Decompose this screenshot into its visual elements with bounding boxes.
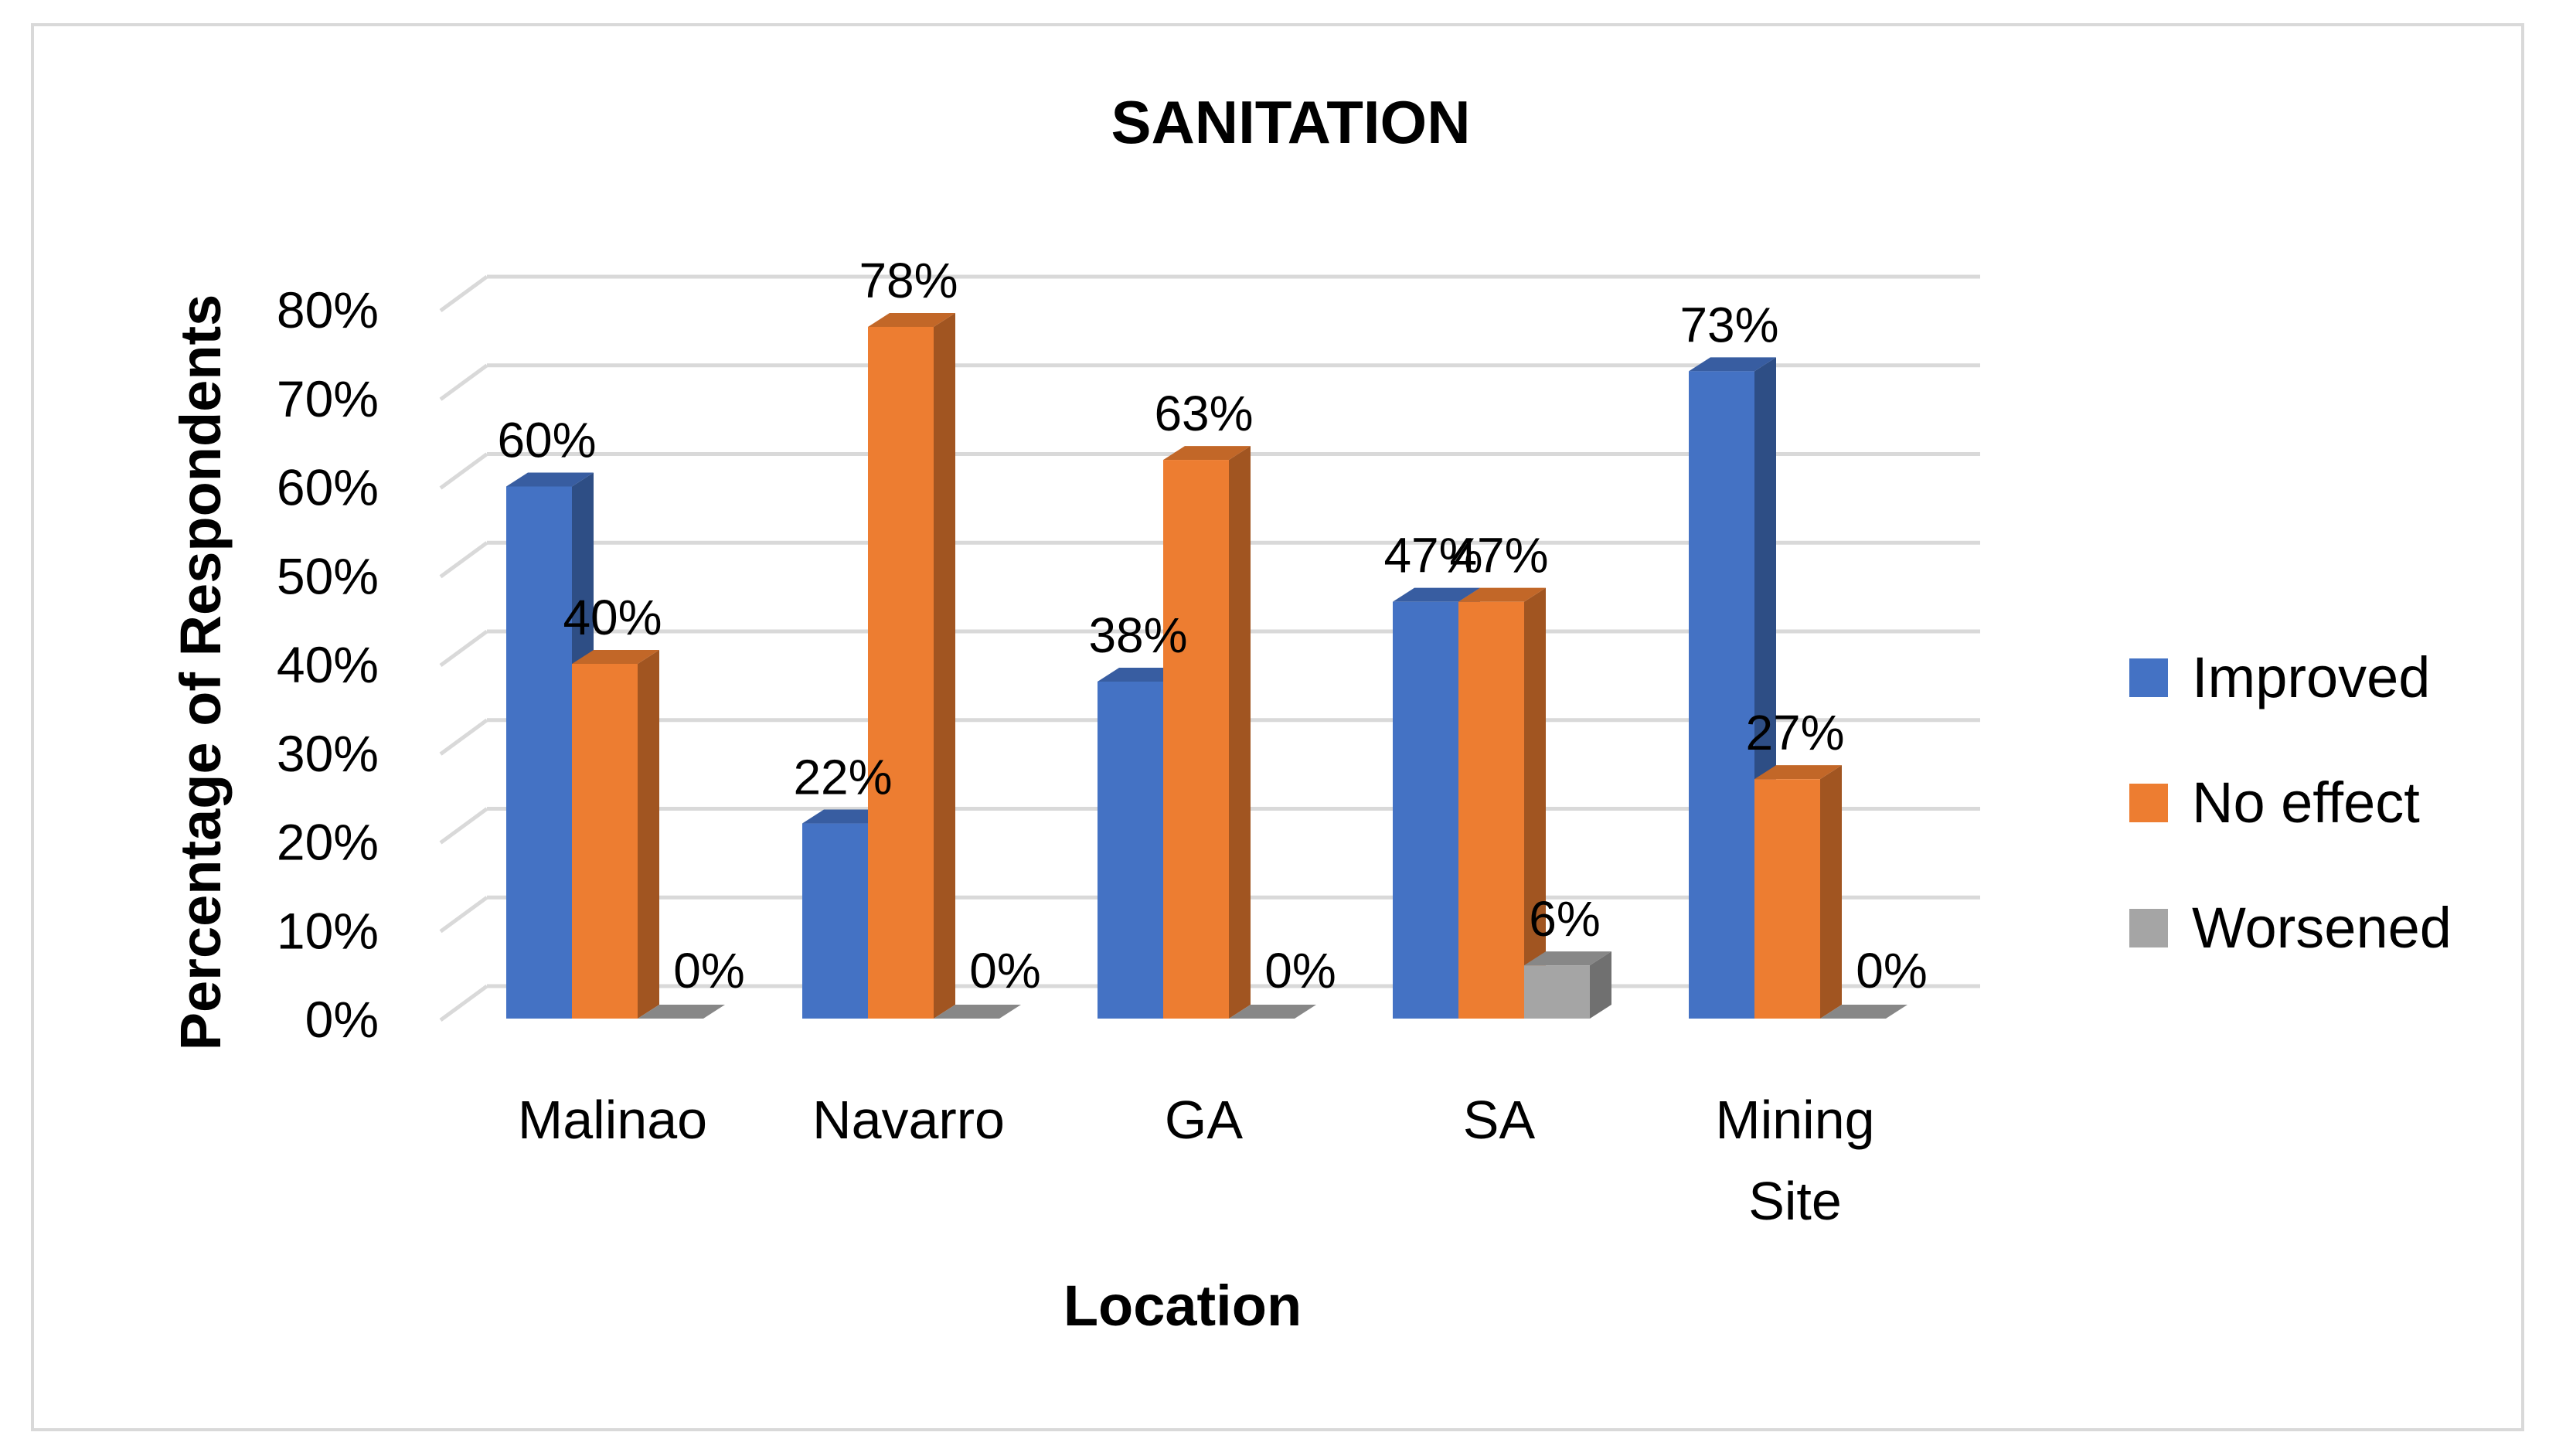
bars (506, 312, 1907, 1019)
y-tick-label: 70% (277, 370, 379, 427)
y-tick-label: 60% (277, 459, 379, 516)
chart-title: SANITATION (1111, 88, 1470, 156)
legend-swatch (2129, 909, 2168, 947)
data-label: 0% (1264, 943, 1336, 998)
y-axis-ticks: 0% 10% 20% 30% 40% 50% 60% 70% 80% (277, 281, 379, 1048)
data-labels: 60% 40% 0% 22% 78% 0% 38% 63% 0% 47%47% 6% 73% 27% 0% (497, 253, 1927, 998)
bar-worsened-sa (1524, 951, 1611, 1019)
x-axis-categories: Malinao Navarro GA SA Mining Site (518, 1090, 1875, 1231)
bar-no-effect-navarro (868, 312, 955, 1019)
bar-no-effect-malinao (572, 650, 659, 1019)
y-tick-label: 0% (305, 991, 379, 1048)
x-category-label: Mining Site (1715, 1090, 1874, 1231)
data-label: 0% (969, 943, 1041, 998)
legend-label: Improved (2192, 645, 2430, 709)
x-category-label: SA (1463, 1090, 1536, 1150)
y-tick-label: 80% (277, 281, 379, 338)
bar-worsened-ga (1229, 1005, 1316, 1019)
chart-frame (31, 23, 2524, 1431)
data-label: 63% (1154, 386, 1253, 441)
legend: Improved No effect Worsened (2129, 645, 2452, 960)
data-label: 0% (673, 943, 745, 998)
legend-item-improved: Improved (2129, 645, 2430, 709)
y-tick-label: 20% (277, 814, 379, 871)
legend-item-no-effect: No effect (2129, 771, 2420, 835)
bar-improved-malinao (506, 472, 594, 1019)
bar-worsened-malinao (638, 1005, 725, 1019)
x-category-label: GA (1165, 1090, 1243, 1150)
data-label: 60% (497, 413, 596, 468)
data-label: 73% (1679, 297, 1778, 352)
y-axis-title: Percentage of Respondents (168, 294, 233, 1051)
bar-no-effect-mining-site (1754, 765, 1842, 1019)
data-label: 40% (563, 590, 662, 645)
legend-item-worsened: Worsened (2129, 896, 2452, 960)
data-label: 78% (859, 253, 958, 308)
bar-no-effect-ga (1163, 446, 1251, 1019)
y-tick-label: 40% (277, 636, 379, 693)
y-tick-label: 30% (277, 725, 379, 782)
x-category-label: Malinao (518, 1090, 707, 1150)
data-label: 47% (1449, 528, 1548, 583)
y-tick-label: 10% (277, 902, 379, 959)
data-label: 22% (793, 750, 892, 805)
data-label: 6% (1529, 891, 1601, 947)
bar-worsened-mining-site (1820, 1005, 1907, 1019)
y-tick-label: 50% (277, 547, 379, 604)
data-label: 0% (1856, 943, 1928, 998)
data-label: 38% (1088, 607, 1187, 663)
data-label: 47% (1383, 528, 1482, 583)
x-axis-title: Location (1063, 1274, 1302, 1338)
bar-worsened-navarro (934, 1005, 1021, 1019)
data-label: 27% (1745, 705, 1844, 760)
legend-label: No effect (2192, 771, 2420, 835)
gridline (439, 274, 1980, 313)
x-category-label: Navarro (812, 1090, 1005, 1150)
bar-no-effect-sa (1458, 587, 1546, 1019)
legend-label: Worsened (2192, 896, 2452, 960)
legend-swatch (2129, 658, 2168, 697)
legend-swatch (2129, 784, 2168, 822)
